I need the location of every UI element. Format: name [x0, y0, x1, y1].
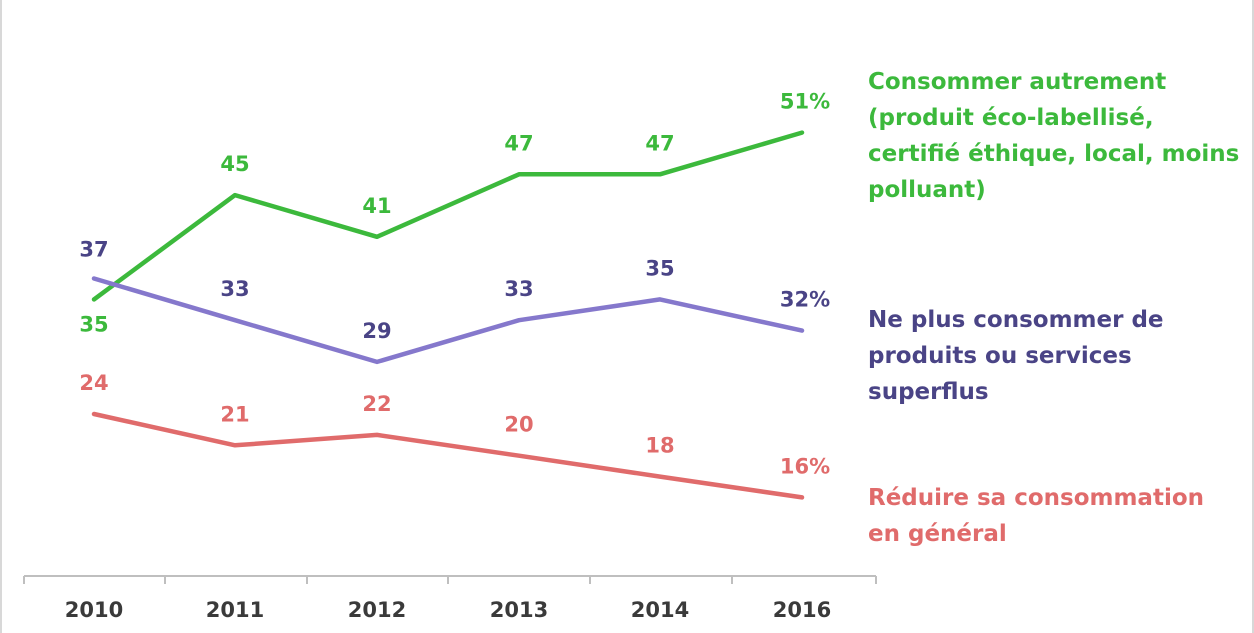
data-label-reduire-consommation-2014: 18 [645, 434, 674, 458]
data-label-ne-plus-consommer-2016: 32% [780, 288, 830, 312]
x-tick-label-2016: 2016 [773, 598, 831, 622]
data-label-consommer-autrement-2016: 51% [780, 90, 830, 114]
data-label-ne-plus-consommer-2012: 29 [362, 319, 391, 343]
data-label-consommer-autrement-2013: 47 [504, 131, 533, 155]
data-label-ne-plus-consommer-2011: 33 [220, 277, 249, 301]
data-label-consommer-autrement-2011: 45 [220, 152, 249, 176]
x-tick-label-2011: 2011 [206, 598, 264, 622]
data-label-consommer-autrement-2014: 47 [645, 131, 674, 155]
data-label-reduire-consommation-2010: 24 [79, 371, 108, 395]
data-label-reduire-consommation-2012: 22 [362, 392, 391, 416]
x-tick-label-2012: 2012 [348, 598, 406, 622]
data-label-reduire-consommation-2011: 21 [220, 402, 249, 426]
series-line-reduire-consommation [91, 411, 805, 500]
legend-label-consommer-autrement: Consommer autrement (produit éco-labelli… [868, 69, 1240, 203]
x-tick-label-2014: 2014 [631, 598, 689, 622]
data-label-reduire-consommation-2013: 20 [504, 413, 533, 437]
data-label-reduire-consommation-2016: 16% [780, 454, 830, 478]
data-label-ne-plus-consommer-2014: 35 [645, 256, 674, 280]
legend-label-ne-plus-consommer: Ne plus consommer de produits ou service… [868, 307, 1164, 405]
legend-label-reduire-consommation: Réduire sa consommation en général [868, 485, 1205, 547]
data-label-consommer-autrement-2012: 41 [362, 194, 391, 218]
data-label-ne-plus-consommer-2010: 37 [79, 238, 108, 262]
series-line-ne-plus-consommer [91, 276, 805, 365]
data-label-ne-plus-consommer-2013: 33 [504, 277, 533, 301]
data-label-consommer-autrement-2010: 35 [79, 312, 108, 336]
x-tick-label-2010: 2010 [65, 598, 123, 622]
series-line-consommer-autrement [91, 130, 805, 302]
x-tick-label-2013: 2013 [490, 598, 548, 622]
